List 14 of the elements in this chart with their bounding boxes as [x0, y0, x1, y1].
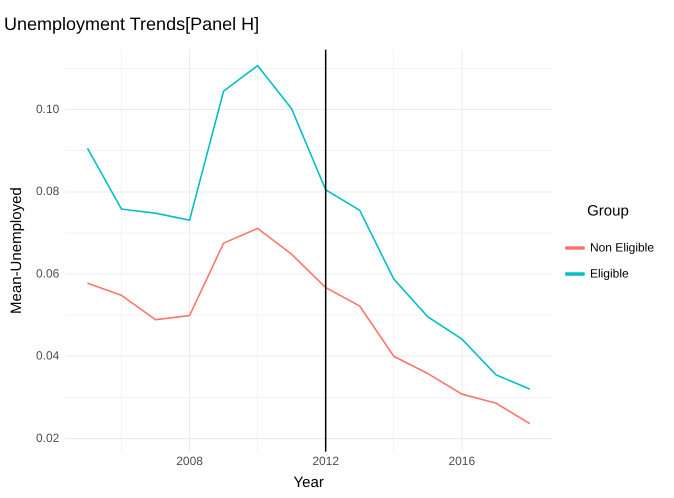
- y-axis-title: Mean-Unemployed: [8, 187, 26, 314]
- legend-label: Eligible: [590, 266, 629, 280]
- y-tick-label: 0.06: [36, 266, 60, 280]
- x-axis-title: Year: [294, 474, 324, 492]
- chart-title: Unemployment Trends[Panel H]: [4, 14, 260, 34]
- x-tick-label: 2012: [312, 454, 340, 468]
- legend-title: Group: [587, 202, 629, 220]
- y-tick-label: 0.04: [36, 348, 60, 363]
- x-tick-label: 2008: [176, 454, 204, 468]
- legend-label: Non Eligible: [590, 240, 654, 254]
- x-tick-label: 2016: [448, 454, 476, 468]
- y-tick-label: 0.08: [36, 184, 60, 198]
- y-tick-label: 0.02: [36, 430, 60, 445]
- y-tick-label: 0.10: [36, 102, 60, 116]
